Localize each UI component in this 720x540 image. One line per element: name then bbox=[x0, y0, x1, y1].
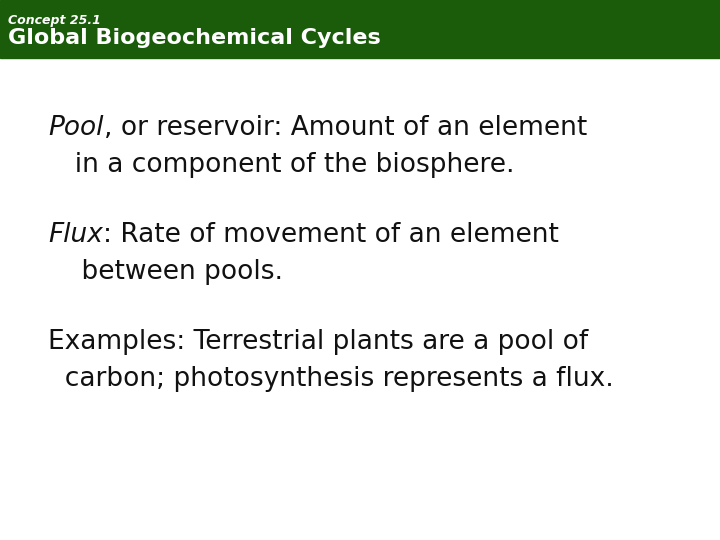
Text: in a component of the biosphere.: in a component of the biosphere. bbox=[58, 152, 515, 178]
Text: between pools.: between pools. bbox=[48, 259, 283, 285]
Text: Pool: Pool bbox=[48, 115, 104, 141]
Text: Global Biogeochemical Cycles: Global Biogeochemical Cycles bbox=[8, 28, 381, 48]
Text: Flux: Flux bbox=[48, 222, 103, 248]
Text: , or reservoir: Amount of an element: , or reservoir: Amount of an element bbox=[104, 115, 587, 141]
Bar bbox=[0, 0, 720, 58]
Text: Concept 25.1: Concept 25.1 bbox=[8, 14, 101, 27]
Text: : Rate of movement of an element: : Rate of movement of an element bbox=[103, 222, 559, 248]
Text: carbon; photosynthesis represents a flux.: carbon; photosynthesis represents a flux… bbox=[48, 366, 613, 392]
Text: Examples: Terrestrial plants are a pool of: Examples: Terrestrial plants are a pool … bbox=[48, 329, 588, 355]
